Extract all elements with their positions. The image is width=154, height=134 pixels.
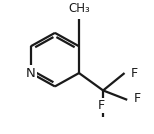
Text: N: N — [26, 67, 36, 80]
Text: CH₃: CH₃ — [68, 2, 90, 15]
Text: F: F — [98, 99, 105, 112]
Text: F: F — [134, 92, 141, 105]
Text: F: F — [131, 67, 138, 80]
